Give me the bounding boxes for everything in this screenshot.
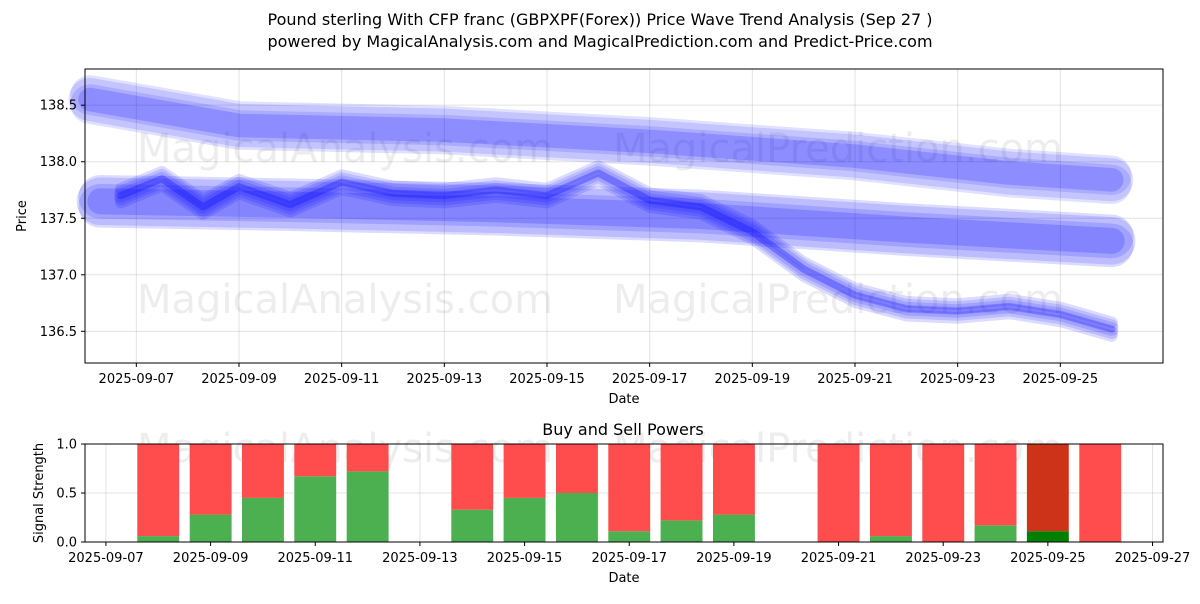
y-tick-label: 0.0 [56,536,77,551]
y-tick-label: 138.0 [40,155,77,170]
buy-bar [137,536,180,542]
sell-bar [608,444,651,532]
y-tick-label: 136.5 [40,325,77,340]
buy-bar [503,497,546,542]
wave-core [78,87,1124,192]
buy-bar [1026,531,1069,542]
x-tick-label: 2025-09-23 [920,372,996,387]
price-plot-frame [84,68,1164,364]
wave-band [70,75,1132,196]
sell-bar [503,444,546,498]
x-tick-label: 2025-09-21 [817,372,893,387]
x-tick-label: 2025-09-07 [68,551,144,566]
sell-bar [974,444,1017,526]
sell-bar [242,444,284,498]
signal-x-ticks: 2025-09-07 2025-09-09 2025-09-11 2025-09-13… [68,542,1190,566]
signal-panel: Buy and Sell Powers MagicalAnalysis.com … [32,420,1190,586]
price-y-axis-label: Price [15,200,30,232]
y-tick-label: 137.5 [40,212,77,227]
buy-bar [346,471,389,542]
buy-bar [713,514,755,542]
y-tick-label: 137.0 [40,268,77,283]
sell-bar [1079,444,1122,542]
watermark-text: MagicalAnalysis.com [137,126,553,172]
wave-band [114,163,1119,333]
x-tick-label: 2025-09-19 [715,372,791,387]
sell-bar [660,444,703,521]
wave-band [114,170,1119,339]
buy-bar [294,476,337,542]
sell-bar [189,444,232,515]
x-tick-label: 2025-09-15 [487,551,563,566]
y-tick-label: 138.5 [40,99,77,114]
sell-bar [346,444,389,472]
x-tick-label: 2025-09-19 [696,551,772,566]
price-watermarks: MagicalAnalysis.com MagicalPrediction.co… [137,126,1063,323]
price-wave-panel: MagicalAnalysis.com MagicalPrediction.co… [15,68,1164,407]
x-tick-label: 2025-09-13 [382,551,458,566]
buy-bar [242,497,284,542]
x-tick-label: 2025-09-11 [277,551,353,566]
y-tick-label: 1.0 [56,438,77,453]
signal-bars [137,444,1122,542]
wave-band [78,183,1134,268]
price-y-ticks: 136.5 137.0 137.5 138.0 138.5 [40,99,85,340]
sell-bar [922,444,965,542]
x-tick-label: 2025-09-09 [173,551,249,566]
sell-bar [294,444,337,477]
buy-bar [974,525,1017,542]
sell-bar [817,444,860,542]
signal-x-axis-label: Date [608,571,639,586]
sell-bar [556,444,598,493]
x-tick-label: 2025-09-17 [591,551,667,566]
wave-band [68,78,1134,202]
sell-bar [713,444,755,515]
wave-band [114,173,1118,342]
signal-y-ticks: 0.0 0.5 1.0 [56,438,85,551]
sell-bar [451,444,494,510]
buy-bar [451,509,494,542]
x-tick-label: 2025-09-23 [905,551,981,566]
x-tick-label: 2025-09-25 [1023,372,1099,387]
price-x-axis-label: Date [608,392,639,407]
buy-bar [556,493,598,542]
sell-bar [1026,444,1069,532]
signal-panel-title: Buy and Sell Powers [542,420,704,439]
watermark-text: MagicalPrediction.com [613,277,1063,323]
signal-y-axis-label: Signal Strength [32,443,47,543]
wave-band [114,166,1119,336]
x-tick-label: 2025-09-15 [509,372,585,387]
chart-title-line1: Pound sterling With CFP franc (GBPXPF(Fo… [268,10,933,29]
x-tick-label: 2025-09-17 [612,372,688,387]
price-wave-bands [68,75,1136,342]
x-tick-label: 2025-09-27 [1115,551,1191,566]
wave-core [87,188,1125,254]
y-tick-label: 0.5 [56,487,77,502]
watermark-text: MagicalPrediction.com [613,126,1063,172]
watermark-text: MagicalAnalysis.com [137,277,553,323]
price-x-ticks: 2025-09-07 2025-09-09 2025-09-11 2025-09-13… [99,363,1099,387]
x-tick-label: 2025-09-25 [1010,551,1086,566]
sell-bar [137,444,180,537]
wave-band [70,84,1132,205]
x-tick-label: 2025-09-09 [201,372,277,387]
buy-bar [189,514,232,542]
buy-bar [870,536,912,542]
x-tick-label: 2025-09-11 [304,372,380,387]
wave-band [76,177,1136,265]
x-tick-label: 2025-09-21 [801,551,877,566]
wave-core [117,169,1116,333]
sell-bar [870,444,912,537]
chart-title-line2: powered by MagicalAnalysis.com and Magic… [267,32,932,51]
x-tick-label: 2025-09-13 [407,372,483,387]
buy-bar [660,520,703,542]
x-tick-label: 2025-09-07 [99,372,175,387]
wave-band [114,160,1118,329]
wave-band [78,174,1134,259]
price-grid [85,69,1163,363]
buy-bar [608,531,651,542]
